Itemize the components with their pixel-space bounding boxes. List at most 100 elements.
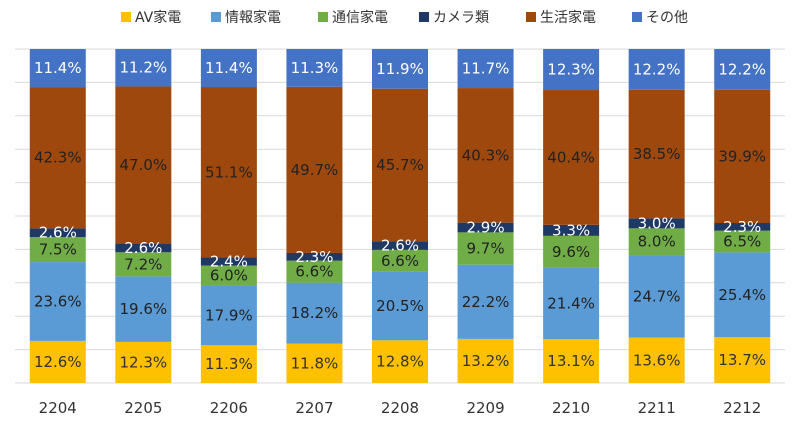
bar-segment [628,255,685,338]
bar-segment [457,264,514,339]
legend-label: AV家電 [135,9,181,26]
bar-segment [372,241,428,250]
bar-segment [200,345,257,383]
bar-segment [714,230,771,253]
bar-segment [372,49,428,89]
x-tick-label: 2212 [723,399,761,417]
bar-segment [457,232,514,265]
data-label: 8.0% [638,233,676,251]
data-label: 11.4% [34,59,82,77]
legend-label: 生活家電 [540,9,596,26]
bar-segment [115,252,172,277]
bar-segment [286,260,343,283]
data-label: 2.6% [124,239,162,257]
bar-segment [543,339,600,383]
bar-segment [115,276,172,342]
data-label: 51.1% [205,163,253,181]
bar-segment [457,338,514,383]
data-label: 42.3% [34,149,82,167]
bar-segment [115,86,172,244]
data-label: 11.8% [291,354,339,372]
data-label: 12.3% [547,61,595,79]
legend: AV家電 情報家電 通信家電 カメラ類 生活家電 その他 [121,9,688,26]
bar-segment [543,49,600,91]
data-label: 13.2% [462,352,510,370]
bar-segment [543,224,600,236]
legend-swatch [632,12,642,22]
bar-segment [115,243,172,253]
data-label: 40.3% [462,146,510,164]
bar-segment [286,86,343,253]
data-label: 11.9% [376,60,424,78]
bar-segment [286,343,343,383]
bars [29,49,771,383]
data-label: 6.5% [723,233,761,251]
legend-swatch [526,12,536,22]
bar-segment [29,228,86,238]
data-label: 23.6% [34,293,82,311]
bar-segment [29,49,86,88]
data-label: 6.6% [295,263,333,281]
data-label: 12.6% [34,353,82,371]
data-label: 2.4% [210,253,248,271]
bar-segment [29,237,86,263]
bar-segment [628,49,685,90]
bar-segment [200,49,257,88]
data-label: 20.5% [376,297,424,315]
x-tick-label: 2208 [381,399,419,417]
data-label: 45.7% [376,156,424,174]
bar-segment [628,337,685,383]
bar-segment [29,262,86,341]
data-label: 13.6% [633,351,681,369]
data-label: 22.2% [462,293,510,311]
x-tick-label: 2210 [552,399,590,417]
data-label: 49.7% [291,161,339,179]
bar-segment [115,49,172,87]
bar-segment [29,340,86,383]
data-label: 17.9% [205,306,253,324]
data-label: 21.4% [547,295,595,313]
bar-segment [714,89,771,224]
data-label: 18.2% [291,304,339,322]
segment-labels: 12.6%23.6%7.5%2.6%42.3%11.4%12.3%19.6%7.… [34,59,766,373]
data-label: 24.7% [633,287,681,305]
data-label: 2.6% [39,224,77,242]
bar-segment [457,222,514,233]
legend-label: その他 [646,10,688,26]
bar-segment [543,235,600,268]
bar-segment [200,285,257,346]
bar-segment [714,223,771,231]
bar-segment [286,282,343,344]
bar-segment [457,49,514,89]
legend-label: カメラ類 [433,10,489,26]
x-tick-label: 2205 [124,399,162,417]
bar-segment [714,49,771,90]
bar-segment [200,265,257,286]
data-label: 11.3% [205,355,253,373]
bar-segment [628,218,685,229]
data-label: 6.0% [210,267,248,285]
data-label: 7.5% [39,241,77,259]
bar-segment [372,249,428,272]
data-label: 12.8% [376,353,424,371]
bar-segment [372,88,428,242]
data-label: 11.4% [205,59,253,77]
data-label: 13.7% [718,351,766,369]
data-label: 38.5% [633,145,681,163]
bar-segment [372,271,428,341]
data-label: 6.6% [381,252,419,270]
data-label: 2.9% [467,219,505,237]
bar-segment [29,87,86,229]
data-label: 39.9% [718,147,766,165]
x-tick-label: 2207 [295,399,333,417]
data-label: 2.6% [381,237,419,255]
data-label: 47.0% [120,156,168,174]
bar-segment [372,340,428,383]
bar-segment [200,87,257,258]
bar-segment [628,228,685,256]
data-label: 12.3% [120,353,168,371]
legend-label: 通信家電 [332,9,388,26]
bar-segment [714,252,771,338]
data-label: 11.3% [291,59,339,77]
